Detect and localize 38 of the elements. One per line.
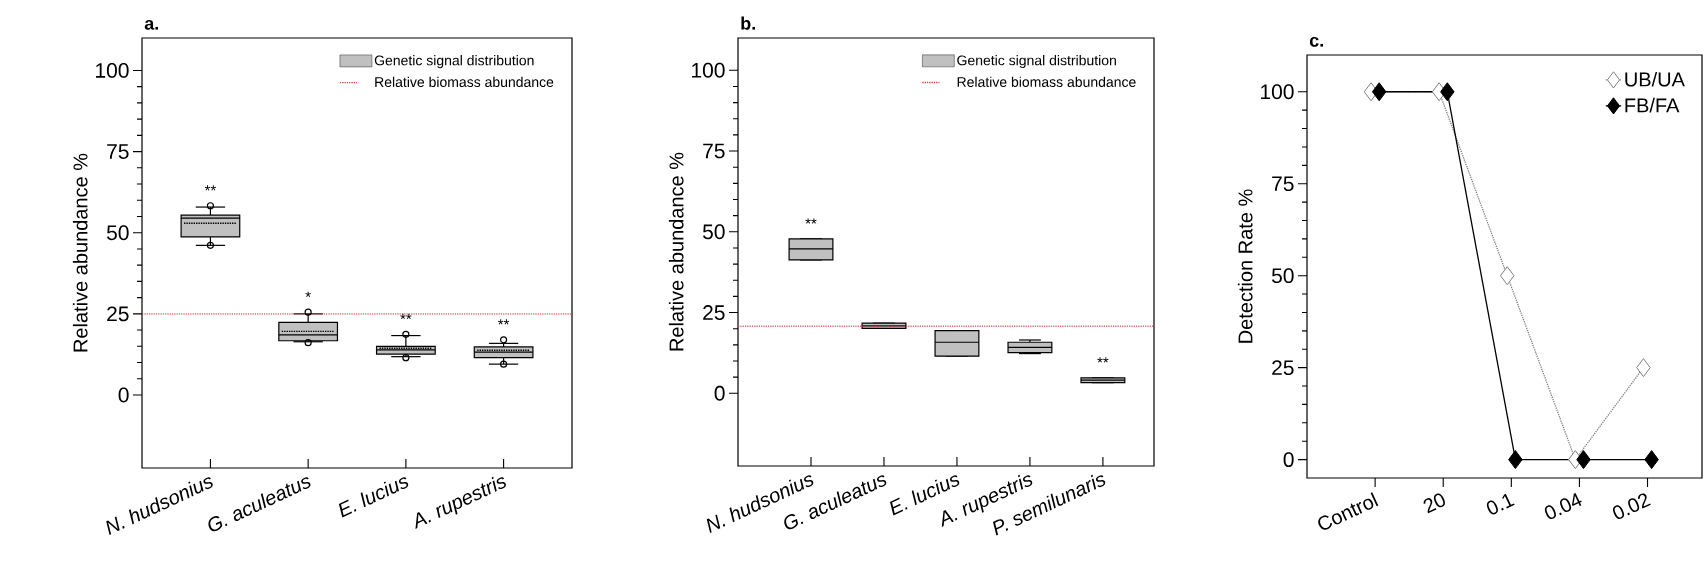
y-tick-label: 75	[107, 144, 129, 159]
annotation: *	[305, 291, 311, 297]
legend-label: Genetic signal distribution	[957, 55, 1116, 69]
legend-label: Relative biomass abundance	[375, 76, 554, 88]
y-tick-label: 100	[96, 63, 129, 78]
y-tick-label: 100	[1261, 84, 1294, 100]
y-axis-title: Relative abundance %	[668, 152, 684, 351]
y-axis-title: Relative abundance %	[72, 153, 88, 352]
y-tick-label: 50	[702, 224, 725, 240]
x-tick-label: 20	[1423, 493, 1445, 514]
y-tick-label: 25	[703, 305, 725, 320]
x-tick-label: 0.02	[1612, 493, 1651, 520]
chart-title: c.	[1309, 36, 1323, 47]
y-tick-label: 50	[106, 225, 129, 241]
y-tick-label: 50	[1271, 268, 1294, 284]
x-tick-label: E. lucius	[338, 477, 409, 518]
annotation: **	[204, 185, 217, 191]
y-tick-label: 0	[714, 385, 725, 401]
legend-label: Genetic signal distribution	[374, 55, 534, 69]
chart-title: b.	[741, 16, 755, 30]
legend-label: UB/UA	[1625, 71, 1685, 87]
legend-label: Relative biomass abundance	[957, 76, 1136, 87]
annotation: **	[1097, 357, 1109, 363]
legend-label: FB/FA	[1625, 97, 1680, 113]
y-tick-label: 75	[703, 143, 725, 159]
y-tick-label: 0	[118, 387, 129, 403]
y-tick-label: 25	[1272, 360, 1294, 376]
annotation: **	[805, 218, 817, 224]
y-tick-label: 25	[107, 306, 129, 322]
y-axis-title: Detection Rate %	[1237, 189, 1253, 343]
y-tick-label: 0	[1283, 452, 1294, 468]
chart-title: a.	[144, 19, 158, 30]
y-tick-label: 75	[1272, 176, 1294, 192]
x-tick-label: 0.04	[1544, 492, 1582, 520]
x-tick-label: 0.1	[1486, 493, 1515, 515]
annotation: **	[498, 319, 510, 325]
y-tick-label: 100	[692, 62, 725, 78]
annotation: **	[400, 313, 412, 320]
